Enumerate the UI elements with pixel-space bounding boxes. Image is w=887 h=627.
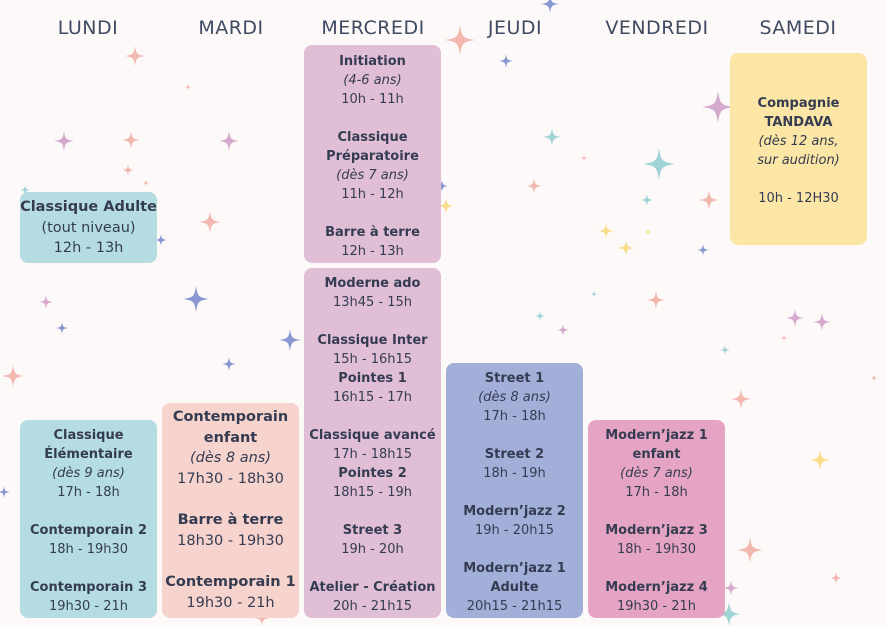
class-title: Classique	[337, 130, 408, 145]
class-title: Modern’jazz 1	[463, 561, 566, 576]
class-title: TANDAVA	[764, 115, 833, 130]
day-header-mardi: MARDI	[198, 17, 264, 39]
class-time: 17h30 - 18h30	[177, 470, 284, 487]
class-age: (dès 8 ans)	[189, 450, 272, 466]
class-age: (dès 8 ans)	[478, 390, 551, 405]
class-title: Contemporain 1	[165, 574, 296, 590]
class-title: Barre à terre	[325, 225, 420, 240]
class-time: 20h15 - 21h15	[466, 599, 563, 614]
class-time: 11h - 12h	[341, 187, 404, 202]
class-title: Contemporain 3	[29, 580, 147, 595]
class-time: 10h - 11h	[341, 92, 404, 107]
class-time: 19h30 - 21h	[186, 594, 275, 611]
class-title: Street 2	[484, 447, 545, 462]
class-title: Classique	[53, 428, 124, 443]
class-card-lundi-adulte: Classique Adulte (tout niveau) 12h - 13h	[20, 192, 157, 263]
class-time: 19h - 20h15	[474, 523, 555, 538]
class-card-lundi-soir: Classique Élémentaire (dès 9 ans) 17h - …	[20, 420, 157, 618]
class-time: 16h15 - 17h	[332, 390, 413, 405]
class-card-mardi: Contemporain enfant (dès 8 ans) 17h30 - …	[162, 403, 299, 618]
class-time: 20h - 21h15	[332, 599, 413, 614]
class-time: 17h - 18h15	[332, 447, 413, 462]
class-time: 19h30 - 21h	[48, 599, 129, 614]
class-title: Classique Adulte	[20, 199, 157, 215]
class-title: Classique Inter	[317, 333, 428, 348]
class-card-mercredi-matin: Initiation (4-6 ans) 10h - 11h Classique…	[304, 45, 441, 263]
class-card-mercredi-apres-midi: Moderne ado 13h45 - 15h Classique Inter …	[304, 268, 441, 618]
class-time: 15h - 16h15	[332, 352, 413, 367]
class-title: Préparatoire	[326, 149, 419, 164]
class-title: Adulte	[490, 580, 539, 595]
class-time: 10h - 12H30	[758, 191, 839, 206]
day-header-mercredi: MERCREDI	[321, 17, 425, 39]
day-header-samedi: SAMEDI	[759, 17, 837, 39]
class-title: Street 3	[342, 523, 403, 538]
class-title: Contemporain 2	[29, 523, 147, 538]
class-card-vendredi: Modern’jazz 1 enfant (dès 7 ans) 17h - 1…	[588, 420, 725, 618]
class-title: Modern’jazz 1	[605, 428, 708, 443]
class-title: Contemporain	[172, 409, 289, 425]
class-title: Atelier - Création	[309, 580, 436, 595]
class-title: Moderne ado	[324, 276, 421, 291]
class-age: (dès 7 ans)	[620, 466, 693, 481]
class-time: 18h - 19h30	[48, 542, 129, 557]
class-age: (dès 7 ans)	[336, 168, 409, 183]
class-title: enfant	[632, 447, 681, 462]
class-time: 17h - 18h	[57, 485, 120, 500]
class-card-jeudi: Street 1 (dès 8 ans) 17h - 18h Street 2 …	[446, 363, 583, 618]
class-age: (dès 9 ans)	[52, 466, 125, 481]
class-time: 19h30 - 21h	[616, 599, 697, 614]
class-time: 17h - 18h	[625, 485, 688, 500]
class-title: Modern’jazz 4	[605, 580, 708, 595]
class-time: 12h - 13h	[53, 240, 124, 256]
class-level: (tout niveau)	[41, 219, 136, 236]
class-title: enfant	[203, 429, 258, 446]
class-age: sur audition)	[757, 153, 840, 168]
class-title: Élémentaire	[44, 447, 133, 462]
class-age: (4-6 ans)	[343, 73, 402, 88]
class-title: Modern’jazz 2	[463, 504, 566, 519]
class-title: Street 1	[484, 371, 545, 386]
class-time: 12h - 13h	[341, 244, 404, 259]
day-header-jeudi: JEUDI	[487, 17, 543, 39]
class-time: 18h30 - 19h30	[177, 532, 284, 549]
class-time: 18h - 19h30	[616, 542, 697, 557]
class-time: 19h - 20h	[341, 542, 404, 557]
class-time: 18h - 19h	[483, 466, 546, 481]
class-age: (dès 12 ans,	[758, 134, 839, 149]
class-time: 17h - 18h	[483, 409, 546, 424]
day-header-lundi: LUNDI	[57, 17, 119, 39]
class-title: Initiation	[339, 54, 406, 69]
class-title: Modern’jazz 3	[605, 523, 708, 538]
class-time: 18h15 - 19h	[332, 485, 413, 500]
class-time: 13h45 - 15h	[332, 295, 413, 310]
class-title: Pointes 2	[338, 466, 407, 481]
day-header-vendredi: VENDREDI	[605, 17, 709, 39]
class-title: Classique avancé	[309, 428, 436, 443]
class-title: Compagnie	[757, 96, 840, 111]
class-title: Pointes 1	[338, 371, 407, 386]
class-card-samedi: Compagnie TANDAVA (dès 12 ans, sur audit…	[730, 53, 867, 245]
class-title: Barre à terre	[177, 512, 284, 528]
